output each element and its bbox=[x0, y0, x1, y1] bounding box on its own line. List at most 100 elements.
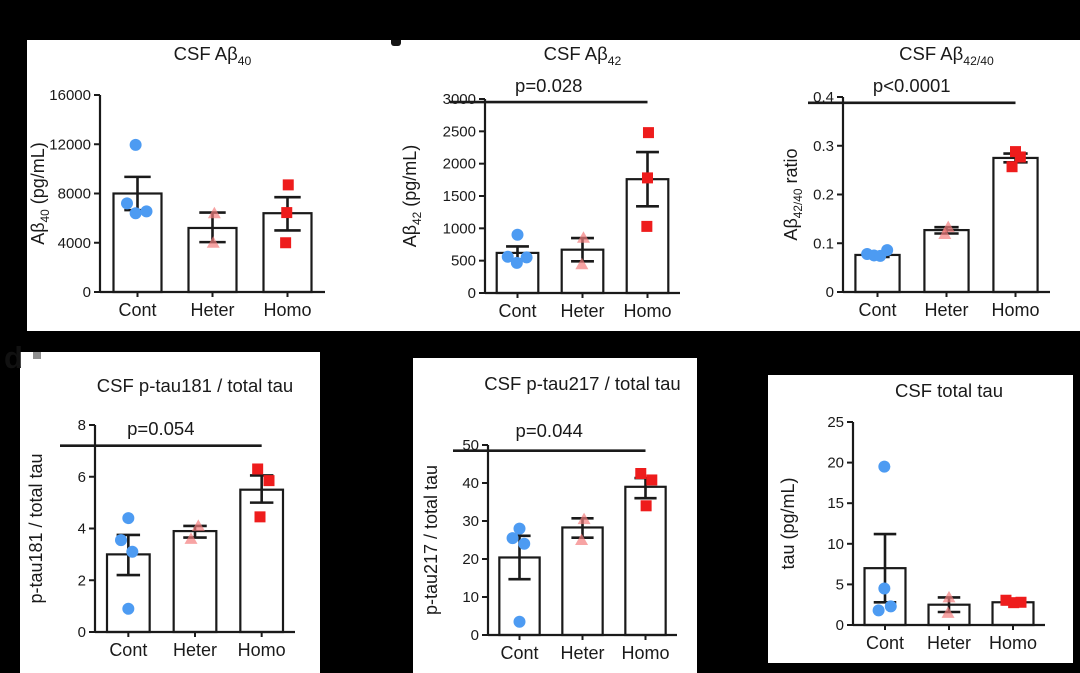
data-point bbox=[513, 615, 526, 628]
data-point bbox=[501, 250, 514, 263]
chart-title: CSF Aβ40 bbox=[174, 43, 252, 68]
bar bbox=[854, 253, 901, 294]
x-category-label: Homo bbox=[621, 643, 669, 663]
data-point bbox=[575, 257, 589, 270]
data-point bbox=[576, 231, 590, 243]
chart-csf-ab42: 0 500 1000 1500 2000 2500 3000 Cont Heter Homo p=0… bbox=[400, 43, 680, 321]
bar bbox=[992, 156, 1039, 294]
x-category-label: Cont bbox=[498, 301, 536, 321]
bar bbox=[923, 228, 970, 294]
x-category-label: Heter bbox=[190, 300, 234, 320]
panel-top-row: 0 4000 8000 12000 16000 Cont Heter Homo CSF Aβ40… bbox=[27, 40, 1080, 331]
data-point bbox=[635, 468, 647, 479]
data-point bbox=[1008, 597, 1020, 609]
data-point bbox=[129, 207, 142, 220]
data-point bbox=[1014, 151, 1026, 163]
data-point bbox=[191, 519, 205, 531]
data-point bbox=[881, 244, 894, 257]
y-tick-label: 16000 bbox=[49, 87, 91, 104]
data-point bbox=[518, 537, 531, 550]
y-tick-label: 0 bbox=[83, 284, 91, 301]
y-axis-label: Aβ42 (pg/mL) bbox=[400, 145, 424, 248]
y-tick-label: 0 bbox=[468, 285, 476, 302]
y-axis-label: p-tau181 / total tau bbox=[26, 453, 46, 603]
x-category-label: Heter bbox=[927, 633, 971, 653]
y-tick-label: 0.3 bbox=[813, 138, 834, 155]
p-value-label: p=0.044 bbox=[516, 420, 583, 441]
x-category-label: Homo bbox=[991, 300, 1039, 320]
data-point bbox=[252, 463, 264, 475]
data-point bbox=[140, 205, 153, 218]
data-point bbox=[878, 460, 891, 473]
y-tick-label: 30 bbox=[462, 513, 479, 530]
y-tick-label: 1000 bbox=[443, 220, 476, 237]
y-tick-label: 8 bbox=[78, 417, 86, 434]
y-tick-label: 0 bbox=[78, 624, 86, 641]
data-point bbox=[642, 127, 654, 139]
data-point bbox=[511, 228, 524, 241]
panel-label-d-artifact bbox=[33, 352, 41, 359]
data-point bbox=[263, 475, 275, 487]
data-point bbox=[884, 600, 897, 613]
data-point bbox=[938, 227, 952, 239]
data-point bbox=[280, 237, 292, 249]
data-point bbox=[281, 207, 293, 219]
data-point bbox=[510, 256, 523, 269]
data-point bbox=[184, 532, 198, 544]
data-point bbox=[206, 236, 220, 248]
data-point bbox=[126, 545, 139, 558]
data-point bbox=[207, 206, 221, 219]
y-tick-label: 40 bbox=[462, 475, 479, 492]
p-value-label: p=0.028 bbox=[515, 75, 582, 96]
y-tick-label: 2000 bbox=[443, 156, 476, 173]
data-point bbox=[640, 500, 652, 512]
data-point bbox=[1000, 594, 1012, 606]
y-tick-label: 0.1 bbox=[813, 235, 834, 252]
panel-label-d: d bbox=[4, 340, 23, 375]
data-point bbox=[115, 534, 127, 547]
data-point bbox=[129, 138, 142, 151]
x-category-label: Heter bbox=[560, 301, 604, 321]
y-tick-label: 20 bbox=[462, 551, 479, 568]
data-point bbox=[646, 474, 658, 486]
chart-title: CSF p-tau181 / total tau bbox=[97, 375, 293, 396]
chart-title: CSF total tau bbox=[895, 380, 1003, 401]
chart-csf-ptau181-total-tau: 0 2 4 6 8 Cont Heter Homo p=0.054 CSF p-tau181 / … bbox=[26, 375, 295, 660]
y-tick-label: 3000 bbox=[443, 91, 476, 108]
y-tick-label: 10 bbox=[462, 589, 479, 606]
y-tick-label: 15 bbox=[827, 495, 844, 512]
y-axis-label: tau (pg/mL) bbox=[778, 477, 798, 569]
y-tick-label: 4 bbox=[78, 521, 86, 538]
y-tick-label: 2500 bbox=[443, 123, 476, 140]
y-tick-label: 4000 bbox=[58, 235, 91, 252]
bar bbox=[239, 488, 285, 634]
y-tick-label: 8000 bbox=[58, 186, 91, 203]
x-category-label: Heter bbox=[560, 643, 604, 663]
panel-ptau181: 0 2 4 6 8 Cont Heter Homo p=0.054 CSF p-tau181 / … bbox=[20, 352, 320, 673]
data-point bbox=[122, 512, 135, 525]
data-point bbox=[878, 582, 891, 595]
x-category-label: Cont bbox=[866, 633, 904, 653]
x-category-label: Homo bbox=[623, 301, 671, 321]
data-point bbox=[872, 604, 885, 617]
y-tick-label: 500 bbox=[451, 253, 476, 270]
y-axis-label: Aβ42/40 ratio bbox=[781, 148, 805, 240]
x-category-label: Cont bbox=[858, 300, 896, 320]
y-tick-label: 2 bbox=[78, 572, 86, 589]
y-tick-label: 6 bbox=[78, 469, 86, 486]
data-point bbox=[577, 512, 591, 525]
x-category-label: Heter bbox=[924, 300, 968, 320]
panel-total-tau: 0 5 10 15 20 25 Cont Heter Homo CSF total tau tau … bbox=[768, 375, 1073, 663]
data-point bbox=[642, 172, 653, 184]
chart-title: CSF Aβ42/40 bbox=[899, 43, 994, 68]
x-category-label: Cont bbox=[118, 300, 156, 320]
data-point bbox=[942, 590, 956, 603]
y-axis-label: Aβ40 (pg/mL) bbox=[30, 142, 52, 245]
y-tick-label: 0.2 bbox=[813, 187, 834, 204]
y-tick-label: 0 bbox=[836, 617, 844, 634]
p-value-label: p=0.054 bbox=[127, 418, 194, 439]
y-tick-label: 0 bbox=[826, 284, 834, 301]
data-point bbox=[575, 533, 589, 545]
